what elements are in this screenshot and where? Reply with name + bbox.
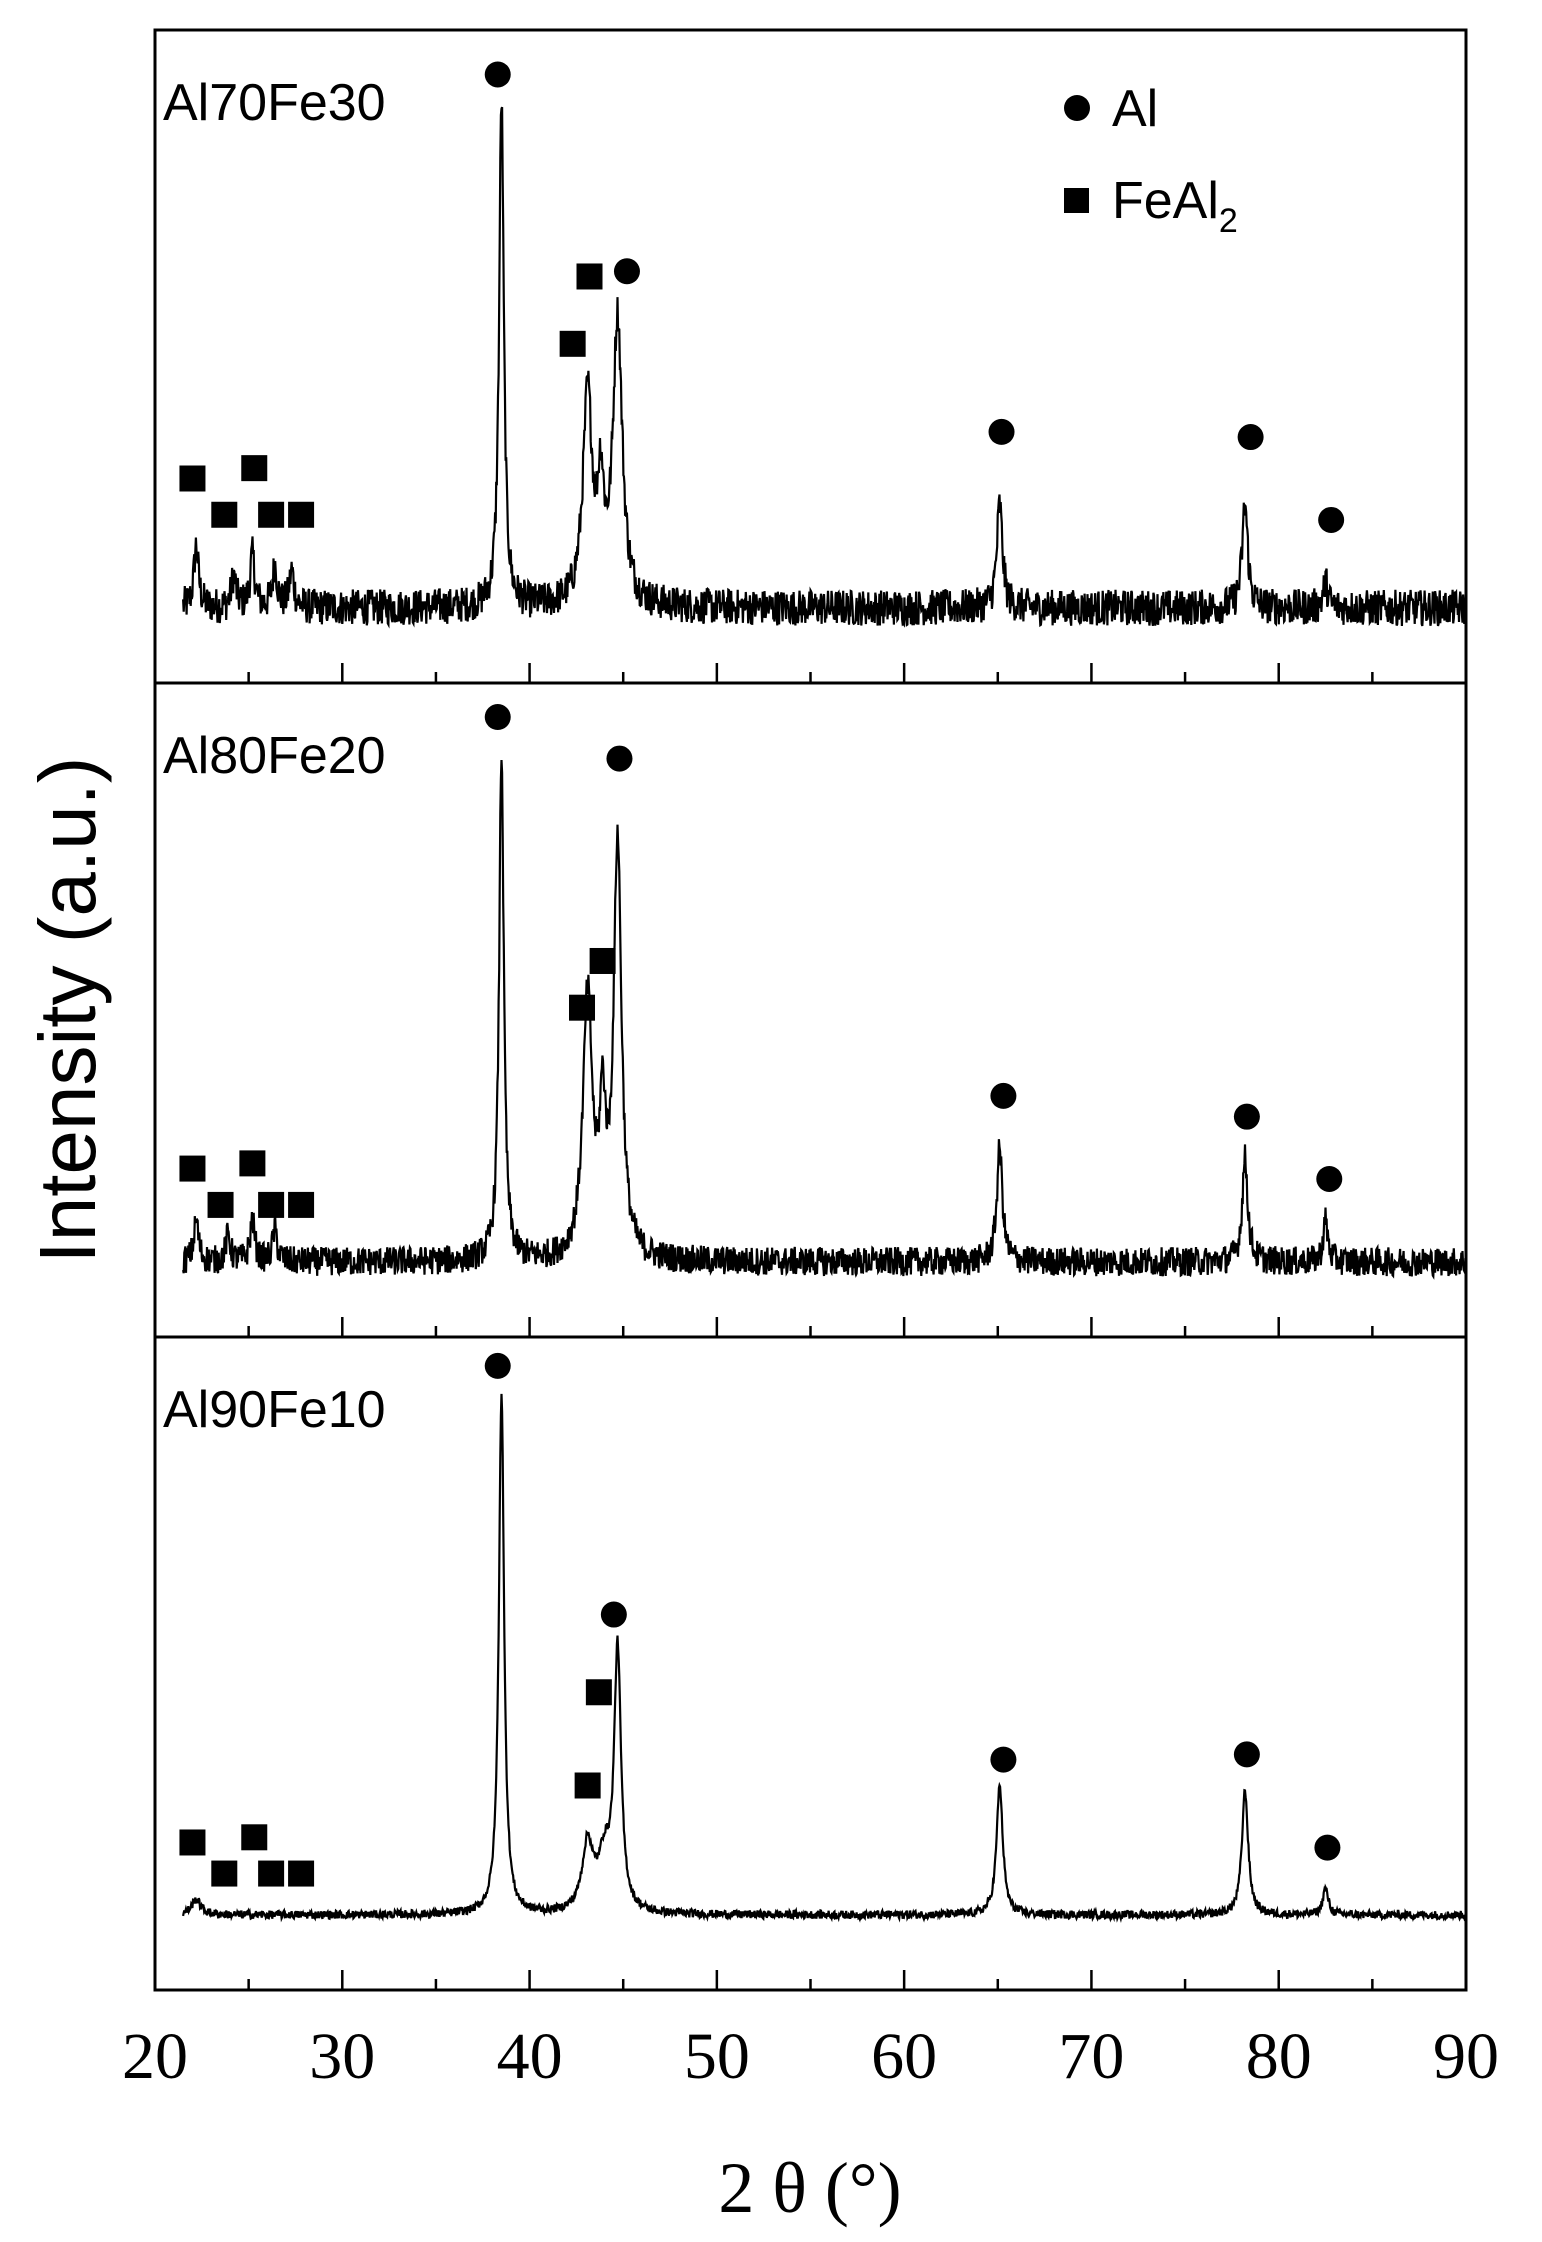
spectrum-line <box>182 106 1468 629</box>
feal2-peak-marker <box>559 330 586 357</box>
x-tick-label: 30 <box>309 2020 375 2093</box>
feal2-peak-marker <box>207 1191 234 1218</box>
al-peak-marker <box>1314 1834 1341 1861</box>
feal2-peak-marker <box>241 455 268 482</box>
al-peak-marker <box>484 704 511 731</box>
feal2-peak-marker <box>258 1860 285 1887</box>
feal2-peak-marker <box>239 1150 266 1177</box>
feal2-peak-marker <box>179 1829 206 1856</box>
feal2-peak-marker <box>179 465 206 492</box>
al-peak-marker <box>1233 1741 1260 1768</box>
legend-square-marker <box>1064 188 1089 213</box>
al-peak-marker <box>1316 1165 1343 1192</box>
spectrum-line <box>182 759 1468 1280</box>
al-peak-marker <box>613 258 640 285</box>
x-tick-label: 50 <box>684 2020 750 2093</box>
x-axis: 20 30 40 50 60 70 80 90 <box>122 663 1499 2093</box>
x-axis-label: 2 θ (°) <box>718 2148 901 2228</box>
panel-1: Al70Fe30 <box>163 61 1468 629</box>
legend-label: FeAl2 <box>1112 172 1238 240</box>
legend-circle-marker <box>1064 95 1090 121</box>
al-peak-marker <box>1318 506 1345 533</box>
x-tick-label: 40 <box>497 2020 563 2093</box>
feal2-peak-marker <box>585 1679 612 1706</box>
al-peak-marker <box>990 1746 1017 1773</box>
feal2-peak-marker <box>258 1191 285 1218</box>
al-peak-marker <box>990 1082 1017 1109</box>
al-peak-marker <box>484 1352 511 1379</box>
feal2-peak-marker <box>288 1191 315 1218</box>
legend-label: Al <box>1112 80 1158 138</box>
x-tick-label: 80 <box>1246 2020 1312 2093</box>
al-peak-marker <box>988 418 1015 445</box>
legend: Al FeAl2 <box>1064 80 1238 240</box>
y-axis-label: Intensity (a.u.) <box>23 757 112 1264</box>
feal2-peak-marker <box>569 994 596 1021</box>
feal2-peak-marker <box>211 1860 238 1887</box>
al-peak-marker <box>606 745 633 772</box>
x-tick-label: 90 <box>1433 2020 1499 2093</box>
legend-label-subscript: 2 <box>1219 202 1238 240</box>
feal2-peak-marker <box>211 501 238 528</box>
sample-label: Al70Fe30 <box>163 74 386 132</box>
al-peak-marker <box>1233 1103 1260 1130</box>
al-peak-marker <box>1237 424 1264 451</box>
feal2-peak-marker <box>241 1824 268 1851</box>
sample-label: Al90Fe10 <box>163 1381 386 1439</box>
sample-label: Al80Fe20 <box>163 727 386 785</box>
panel-2: Al80Fe20 <box>155 681 1468 1280</box>
feal2-peak-marker <box>589 947 616 974</box>
feal2-peak-marker <box>576 263 603 290</box>
feal2-peak-marker <box>179 1155 206 1182</box>
x-tick-label: 20 <box>122 2020 188 2093</box>
al-peak-marker <box>484 61 511 88</box>
x-tick-label: 60 <box>871 2020 937 2093</box>
feal2-peak-marker <box>288 501 315 528</box>
feal2-peak-marker <box>258 501 285 528</box>
feal2-peak-marker <box>288 1860 315 1887</box>
x-tick-label: 70 <box>1058 2020 1124 2093</box>
spectrum-line <box>182 1393 1468 1923</box>
al-peak-marker <box>600 1601 627 1628</box>
feal2-peak-marker <box>574 1772 601 1799</box>
